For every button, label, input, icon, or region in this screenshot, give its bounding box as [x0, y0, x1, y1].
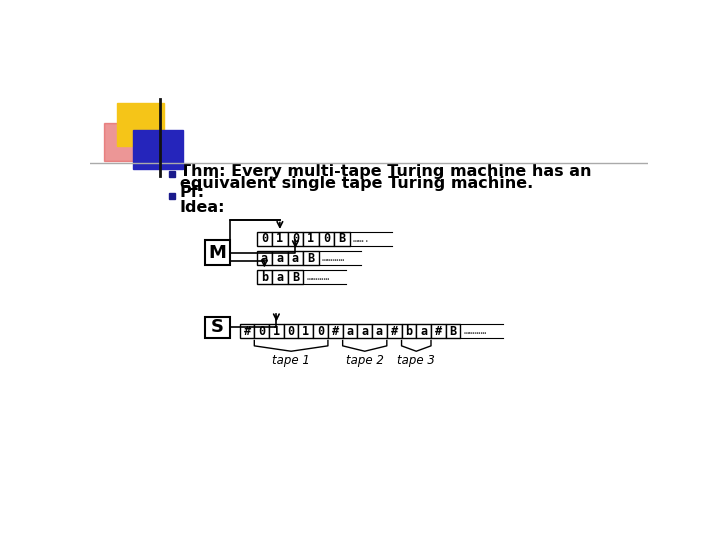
Bar [287, 251, 303, 265]
Bar [303, 251, 319, 265]
Text: …….: ……. [353, 234, 370, 244]
Text: Pf:: Pf: [180, 185, 205, 200]
Bar [334, 232, 350, 246]
Text: tape 2: tape 2 [346, 354, 384, 367]
Bar [287, 271, 303, 284]
Bar [272, 271, 287, 284]
Text: 1: 1 [273, 325, 280, 338]
Bar [387, 325, 402, 338]
Bar [431, 325, 446, 338]
Bar [272, 232, 287, 246]
Bar [254, 325, 269, 338]
Bar [169, 171, 175, 177]
Bar [104, 123, 147, 161]
Text: equivalent single tape Turing machine.: equivalent single tape Turing machine. [180, 176, 533, 191]
Text: #: # [435, 325, 442, 338]
Text: 0: 0 [292, 232, 299, 245]
Bar [313, 325, 328, 338]
Text: Thm: Every multi-tape Turing machine has an: Thm: Every multi-tape Turing machine has… [180, 164, 591, 179]
Text: 0: 0 [261, 232, 268, 245]
Text: 0: 0 [323, 232, 330, 245]
Text: #: # [332, 325, 339, 338]
Bar [303, 232, 319, 246]
Text: a: a [261, 252, 268, 265]
Bar [287, 232, 303, 246]
Text: B: B [338, 232, 346, 245]
Text: M: M [208, 244, 226, 262]
Bar [272, 251, 287, 265]
Text: 1: 1 [307, 232, 315, 245]
Bar [416, 325, 431, 338]
Bar [132, 130, 183, 168]
Bar [269, 325, 284, 338]
Text: …………: ………… [322, 253, 345, 263]
Text: 0: 0 [317, 325, 324, 338]
Text: a: a [361, 325, 369, 338]
Bar [117, 103, 163, 146]
Bar [446, 325, 461, 338]
Text: #: # [243, 325, 251, 338]
Bar [319, 232, 334, 246]
Bar [240, 325, 254, 338]
Text: a: a [292, 252, 299, 265]
Bar [402, 325, 416, 338]
Bar [299, 325, 313, 338]
Bar [256, 271, 272, 284]
Bar [204, 240, 230, 265]
Bar [372, 325, 387, 338]
Text: 1: 1 [276, 232, 284, 245]
Text: 0: 0 [258, 325, 265, 338]
Text: S: S [211, 319, 224, 336]
Text: tape 1: tape 1 [272, 354, 310, 367]
Text: a: a [420, 325, 427, 338]
Text: B: B [307, 252, 315, 265]
Text: 1: 1 [302, 325, 310, 338]
Text: Idea:: Idea: [180, 200, 225, 215]
Bar [169, 193, 175, 199]
Bar [343, 325, 357, 338]
Text: a: a [276, 252, 284, 265]
Bar [256, 232, 272, 246]
Text: 0: 0 [287, 325, 294, 338]
Text: b: b [261, 271, 268, 284]
Text: a: a [276, 271, 284, 284]
Text: B: B [449, 325, 456, 338]
Text: B: B [292, 271, 299, 284]
Text: a: a [376, 325, 383, 338]
Text: #: # [391, 325, 397, 338]
Bar [204, 316, 230, 338]
Text: …………: ………… [464, 326, 487, 336]
Text: b: b [405, 325, 413, 338]
Bar [256, 251, 272, 265]
Text: a: a [346, 325, 354, 338]
Text: tape 3: tape 3 [397, 354, 435, 367]
Bar [357, 325, 372, 338]
Text: …………: ………… [306, 272, 330, 282]
Bar [284, 325, 299, 338]
Bar [328, 325, 343, 338]
